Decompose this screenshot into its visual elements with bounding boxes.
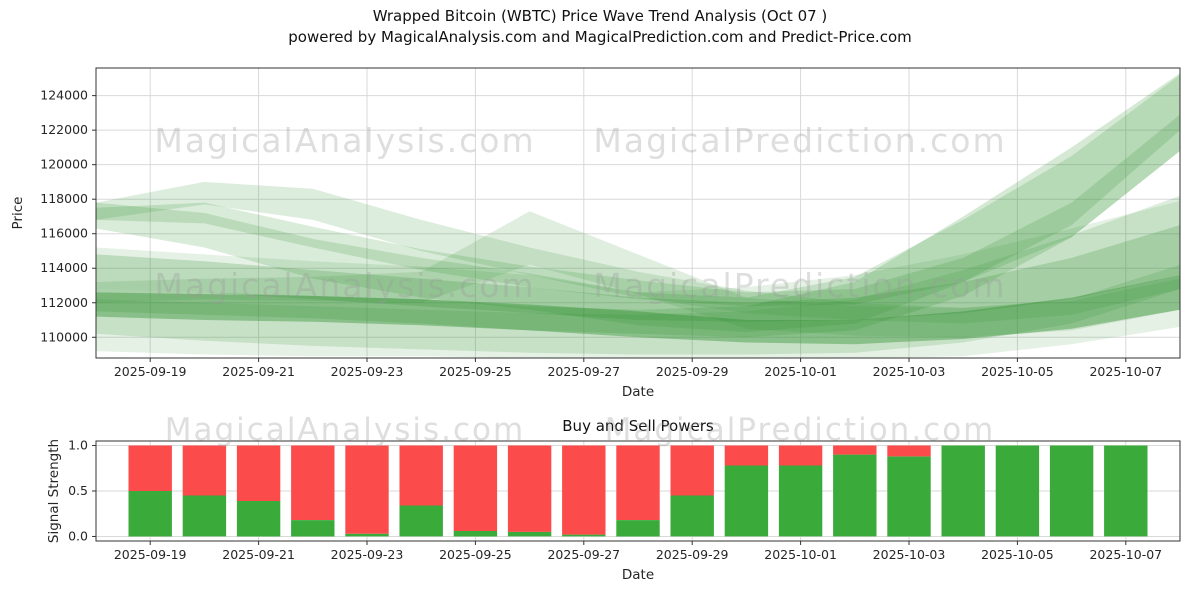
- y-tick-label: 120000: [40, 157, 88, 172]
- y-axis-label: Signal Strength: [46, 439, 62, 543]
- x-tick-label: 2025-09-25: [439, 547, 512, 562]
- buy-bar: [453, 531, 498, 537]
- buy-bar: [616, 520, 660, 537]
- buy-bar: [128, 491, 172, 537]
- wave-band: [96, 195, 1180, 355]
- sell-bar: [182, 445, 227, 496]
- wave-band: [96, 200, 1180, 358]
- sell-bar: [778, 445, 823, 466]
- x-tick-label: 2025-10-07: [1089, 547, 1162, 562]
- x-tick-label: 2025-09-21: [222, 364, 295, 379]
- watermark-text: MagicalAnalysis.com: [154, 266, 535, 305]
- wave-band: [96, 225, 1180, 322]
- buy-bar: [1049, 445, 1094, 537]
- y-tick-label: 118000: [40, 191, 88, 206]
- chart-title-line1: Wrapped Bitcoin (WBTC) Price Wave Trend …: [372, 7, 828, 25]
- x-tick-label: 2025-09-19: [114, 364, 187, 379]
- sell-bar: [507, 445, 552, 532]
- buy-bar: [833, 454, 877, 537]
- sell-bar: [291, 445, 335, 520]
- sell-bar: [724, 445, 769, 466]
- buy-bar: [345, 533, 389, 537]
- x-tick-label: 2025-09-19: [114, 547, 187, 562]
- y-tick-label: 0.5: [68, 483, 88, 498]
- buy-bar: [778, 465, 823, 537]
- wave-band: [96, 114, 1180, 307]
- x-tick-label: 2025-09-27: [547, 364, 620, 379]
- x-tick-label: 2025-10-03: [873, 547, 946, 562]
- sell-bar: [562, 445, 606, 535]
- sell-bar: [887, 445, 931, 457]
- buy-bar: [291, 520, 335, 537]
- x-tick-label: 2025-09-25: [439, 364, 512, 379]
- wave-band: [96, 181, 1180, 324]
- buy-bar: [724, 465, 769, 537]
- buy-bar: [182, 495, 227, 537]
- x-tick-label: 2025-10-01: [764, 364, 837, 379]
- x-axis-label: Date: [622, 384, 654, 400]
- y-tick-label: 124000: [40, 88, 88, 103]
- x-tick-label: 2025-09-27: [547, 547, 620, 562]
- y-tick-label: 114000: [40, 260, 88, 275]
- x-tick-label: 2025-10-05: [981, 364, 1054, 379]
- chart-title-line2: powered by MagicalAnalysis.com and Magic…: [288, 28, 912, 46]
- x-tick-label: 2025-09-29: [656, 364, 729, 379]
- watermark-text: MagicalPrediction.com: [605, 412, 996, 448]
- buy-bar: [670, 495, 714, 537]
- sell-bar: [345, 445, 389, 534]
- y-tick-label: 116000: [40, 226, 88, 241]
- x-tick-label: 2025-10-01: [764, 547, 837, 562]
- wave-band: [96, 275, 1180, 345]
- watermark-text: MagicalPrediction.com: [593, 266, 1006, 305]
- wave-band: [96, 74, 1180, 333]
- y-tick-label: 1.0: [68, 438, 88, 453]
- y-tick-label: 122000: [40, 122, 88, 137]
- buy-bar: [507, 531, 552, 537]
- sell-bar: [670, 445, 714, 496]
- buy-bar: [562, 534, 606, 537]
- x-tick-label: 2025-09-21: [222, 547, 295, 562]
- subplot-title: Buy and Sell Powers: [562, 417, 714, 435]
- buy-bar: [1104, 445, 1148, 537]
- sell-bar: [128, 445, 172, 491]
- watermark-text: MagicalPrediction.com: [593, 121, 1006, 160]
- sell-bar: [399, 445, 443, 506]
- x-tick-label: 2025-09-23: [331, 364, 404, 379]
- x-axis-label: Date: [622, 567, 654, 583]
- y-tick-label: 110000: [40, 329, 88, 344]
- x-tick-label: 2025-10-05: [981, 547, 1054, 562]
- y-tick-label: 112000: [40, 295, 88, 310]
- buy-bar: [995, 445, 1040, 537]
- sell-bar: [453, 445, 498, 531]
- wave-band: [96, 211, 1180, 338]
- sell-bar: [833, 445, 877, 455]
- plot-border: [95, 67, 1181, 359]
- wave-band: [96, 73, 1180, 338]
- y-axis-label: Price: [10, 197, 26, 230]
- buy-bar: [399, 505, 443, 537]
- x-tick-label: 2025-09-23: [331, 547, 404, 562]
- buy-bar: [236, 501, 281, 537]
- y-tick-label: 0.0: [68, 528, 88, 543]
- buy-bar: [887, 456, 931, 537]
- sell-bar: [616, 445, 660, 520]
- watermark-text: MagicalAnalysis.com: [154, 121, 535, 160]
- x-tick-label: 2025-10-07: [1089, 364, 1162, 379]
- watermark-text: MagicalAnalysis.com: [165, 412, 525, 448]
- x-tick-label: 2025-10-03: [873, 364, 946, 379]
- sell-bar: [236, 445, 281, 501]
- chart-title: Wrapped Bitcoin (WBTC) Price Wave Trend …: [0, 6, 1200, 48]
- x-tick-label: 2025-09-29: [656, 547, 729, 562]
- buy-bar: [941, 445, 985, 537]
